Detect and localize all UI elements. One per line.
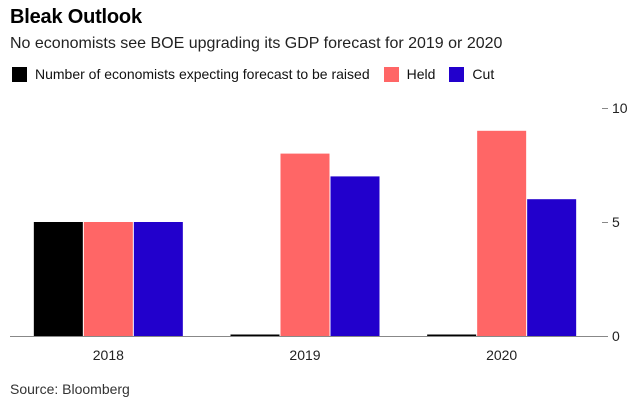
legend-swatch-held	[383, 66, 399, 82]
legend-label-raised: Number of economists expecting forecast …	[35, 66, 370, 82]
legend-label-held: Held	[406, 66, 436, 82]
chart-title: Bleak Outlook	[10, 6, 142, 28]
x-tick-label-2018: 2018	[93, 347, 124, 363]
y-tick-label-5: 5	[612, 214, 620, 230]
legend-item-held: Held	[383, 66, 436, 82]
bar-2020-series-0	[427, 334, 477, 336]
bar-2020-series-2	[527, 199, 577, 336]
legend: Number of economists expecting forecast …	[12, 63, 508, 85]
bar-2020-series-1	[477, 130, 527, 336]
bar-2019-series-0	[230, 334, 280, 336]
y-tick-label-0: 0	[612, 328, 620, 344]
bar-2019-series-2	[330, 176, 380, 336]
legend-item-cut: Cut	[449, 66, 494, 82]
chart-subtitle: No economists see BOE upgrading its GDP …	[10, 35, 503, 52]
x-tick-label-2019: 2019	[289, 347, 320, 363]
bar-2018-series-1	[83, 222, 133, 336]
x-tick-label-2020: 2020	[486, 347, 517, 363]
y-tick-label-10: 10	[612, 100, 628, 116]
bar-2019-series-1	[280, 153, 330, 336]
source-note: Source: Bloomberg	[10, 381, 130, 397]
bar-2018-series-0	[33, 222, 83, 336]
legend-swatch-cut	[449, 66, 465, 82]
bar-2018-series-2	[133, 222, 183, 336]
legend-item-raised: Number of economists expecting forecast …	[12, 66, 370, 82]
legend-label-cut: Cut	[472, 66, 495, 82]
legend-swatch-raised	[12, 66, 27, 82]
